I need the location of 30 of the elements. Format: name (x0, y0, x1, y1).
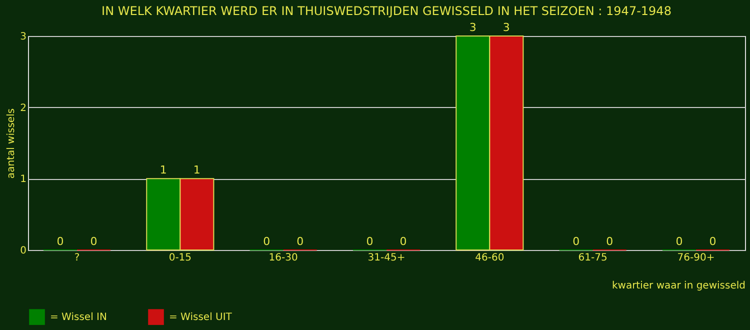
data-label: 0 (90, 235, 98, 248)
data-label: 0 (56, 235, 64, 248)
x-tick-label: 46-60 (475, 252, 504, 264)
data-label: 0 (263, 235, 270, 248)
y-tick-label: 0 (20, 246, 26, 256)
x-tick-label: 76-90+ (677, 252, 715, 264)
legend-label: = Wissel IN (50, 312, 107, 324)
data-label: 3 (502, 21, 510, 34)
data-label: 1 (160, 164, 167, 177)
x-axis-title: kwartier waar in gewisseld (612, 280, 746, 292)
data-label: 0 (572, 235, 580, 248)
x-tick-label: 31-45+ (368, 252, 406, 264)
y-tick-label: 3 (20, 32, 26, 42)
data-label: 0 (709, 235, 716, 248)
chart-title: IN WELK KWARTIER WERD ER IN THUISWEDSTRIJDEN GEWISSELD IN HET SEIZOEN : 1947-1948 (102, 4, 672, 18)
data-label: 0 (400, 235, 407, 248)
data-label: 1 (193, 164, 200, 177)
y-tick-label: 1 (20, 174, 26, 186)
legend-label: = Wissel UIT (169, 312, 233, 324)
x-tick-label: 61-75 (578, 252, 608, 264)
x-tick-label: 16-30 (268, 252, 298, 264)
data-label: 0 (296, 235, 304, 248)
data-label: 0 (606, 235, 614, 248)
y-axis-title: aantal wissels (6, 108, 18, 179)
y-tick-label: 2 (20, 102, 26, 114)
data-label: 3 (469, 21, 476, 34)
data-label: 0 (366, 235, 374, 248)
data-label: 0 (676, 235, 683, 248)
x-tick-label: 0-15 (168, 252, 192, 264)
x-tick-label: ? (74, 252, 80, 264)
